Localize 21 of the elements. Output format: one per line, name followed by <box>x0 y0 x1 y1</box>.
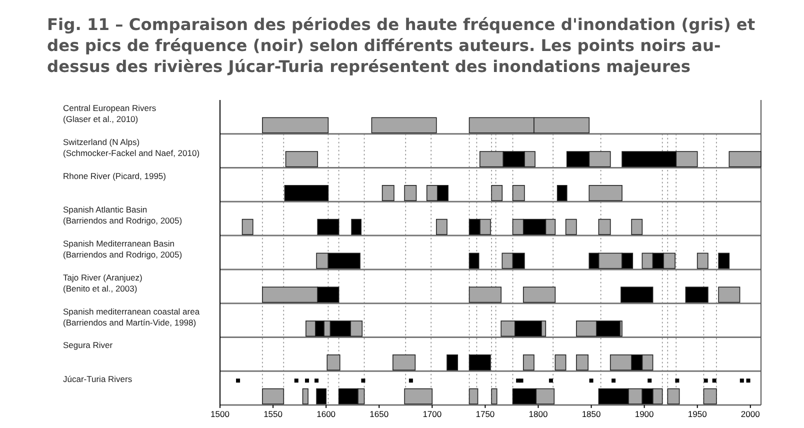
y-tick-label: Switzerland (N Alps) (Schmocker-Fackel and Naef, 2010) <box>63 136 200 158</box>
x-tick-label: 1750 <box>476 409 495 419</box>
x-tick-label: 1850 <box>582 409 601 419</box>
y-tick-label: Spanish Mediterranean Basin (Barriendos and Rodrigo, 2005) <box>63 238 182 260</box>
x-tick-label: 1650 <box>370 409 389 419</box>
x-tick-label: 1600 <box>316 409 336 419</box>
x-tick-label: 1800 <box>528 409 548 419</box>
chart-title: Fig. 11 – Comparaison des périodes de haute fréquence d'inondation (gris) et des pics de fréquence (noir) selon différents auteurs. Les points noirs au-dessus des rivières Júcar-Turia représentent des inondations majeures <box>47 14 756 77</box>
x-tick-label: 1500 <box>210 409 230 419</box>
y-tick-label: Spanish Atlantic Basin (Barriendos and Rodrigo, 2005) <box>63 204 182 226</box>
y-tick-label: Central European Rivers (Glaser et al., 2010) <box>63 103 156 124</box>
x-tick-label: 1700 <box>422 409 442 419</box>
y-tick-label: Tajo River (Aranjuez) (Benito et al., 2003) <box>63 272 143 294</box>
y-tick-label: Rhone River (Picard, 1995) <box>63 170 166 181</box>
x-tick-label: 1550 <box>264 409 283 419</box>
y-tick-label: Spanish mediterranean coastal area (Barriendos and Martín-Vide, 1998) <box>63 306 200 328</box>
x-tick-label: 1900 <box>634 409 654 419</box>
x-tick-label: 1950 <box>688 409 708 419</box>
y-tick-label: Júcar-Turia Rivers <box>63 374 132 384</box>
x-tick-label: 2000 <box>740 409 760 419</box>
y-tick-label: Segura River <box>63 340 113 350</box>
